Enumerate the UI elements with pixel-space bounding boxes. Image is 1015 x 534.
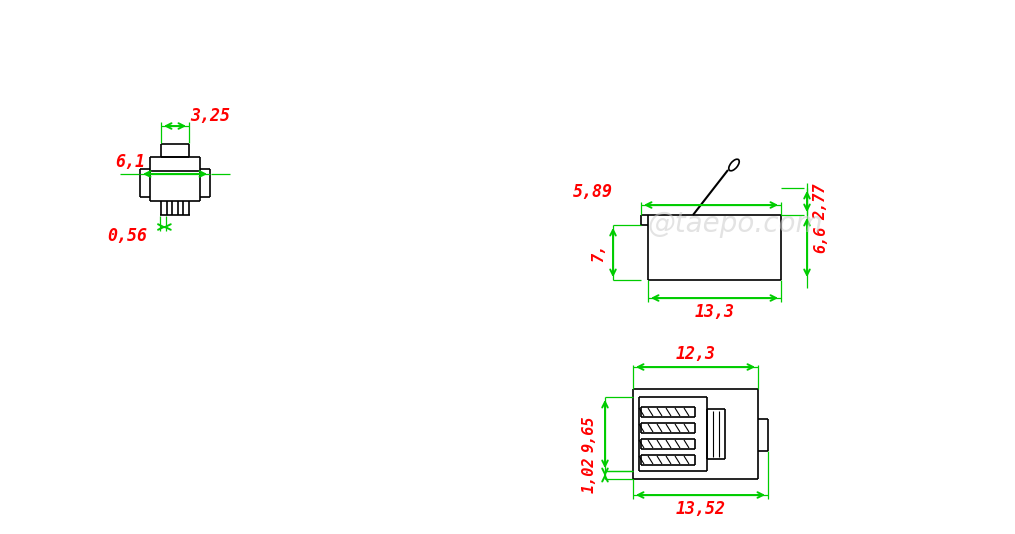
Text: 6,6: 6,6	[813, 226, 828, 253]
Text: 3,25: 3,25	[190, 107, 230, 125]
Text: 13,52: 13,52	[676, 500, 726, 518]
Text: 9,65: 9,65	[582, 416, 597, 452]
Text: 7,: 7,	[592, 244, 607, 262]
Text: 5,89: 5,89	[573, 183, 613, 201]
Text: 12,3: 12,3	[676, 345, 716, 363]
Text: 1,02: 1,02	[582, 457, 597, 493]
Text: 6,1: 6,1	[115, 153, 145, 171]
Text: 13,3: 13,3	[694, 303, 735, 321]
Text: @taepo.com: @taepo.com	[648, 210, 823, 238]
Text: 2,77: 2,77	[813, 183, 828, 220]
Text: 0,56: 0,56	[107, 227, 147, 245]
